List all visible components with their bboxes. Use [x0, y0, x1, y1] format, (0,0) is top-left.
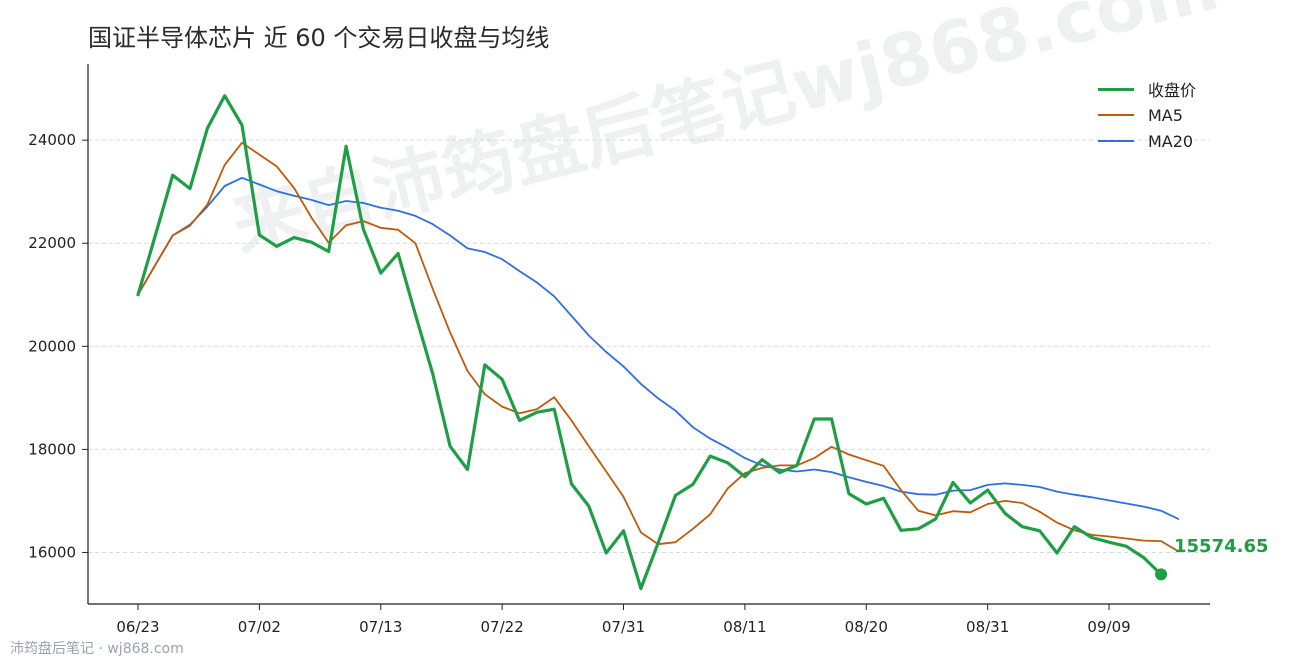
y-tick-label: 20000: [28, 337, 76, 355]
chart-title: 国证半导体芯片 近 60 个交易日收盘与均线: [88, 24, 550, 52]
x-tick-label: 08/20: [845, 618, 888, 636]
chart-legend: 收盘价 MA5 MA20: [1098, 76, 1196, 154]
x-tick-label: 08/11: [723, 618, 766, 636]
gridlines: [88, 139, 1210, 553]
tick-labels: 16000 18000 20000 22000 24000 06/23 07/02 07/13…: [28, 131, 1130, 636]
last-close-marker: [1155, 568, 1168, 581]
last-value-label: 15574.65: [1174, 536, 1269, 557]
legend-label-ma20: MA20: [1148, 131, 1194, 151]
y-tick-label: 24000: [28, 131, 76, 149]
legend-item-ma20: MA20: [1098, 128, 1196, 154]
x-tick-label: 08/31: [966, 618, 1009, 636]
legend-swatch-close: [1098, 87, 1134, 91]
y-tick-label: 16000: [28, 543, 76, 561]
y-tick-label: 22000: [28, 234, 76, 252]
markers: [1155, 568, 1168, 581]
x-tick-label: 09/09: [1087, 618, 1130, 636]
legend-label-close: 收盘价: [1148, 81, 1197, 100]
y-tick-label: 18000: [28, 440, 76, 458]
x-tick-label: 07/02: [238, 618, 281, 636]
series-line-ma5: [137, 141, 1180, 553]
legend-swatch-ma20: [1098, 140, 1134, 142]
legend-swatch-ma5: [1098, 114, 1134, 116]
bottom-credit: 沛筠盘后笔记 · wj868.com: [10, 641, 184, 657]
series-line-close: [136, 94, 1163, 591]
legend-label-ma5: MA5: [1148, 105, 1183, 125]
legend-item-close: 收盘价: [1098, 76, 1196, 102]
series-line-ma20: [137, 176, 1180, 520]
x-tick-label: 07/13: [359, 618, 402, 636]
x-tick-label: 06/23: [116, 618, 159, 636]
axes: [82, 64, 1210, 610]
series-lines: [136, 94, 1180, 591]
legend-item-ma5: MA5: [1098, 102, 1196, 128]
x-tick-label: 07/22: [481, 618, 524, 636]
x-tick-label: 07/31: [602, 618, 645, 636]
